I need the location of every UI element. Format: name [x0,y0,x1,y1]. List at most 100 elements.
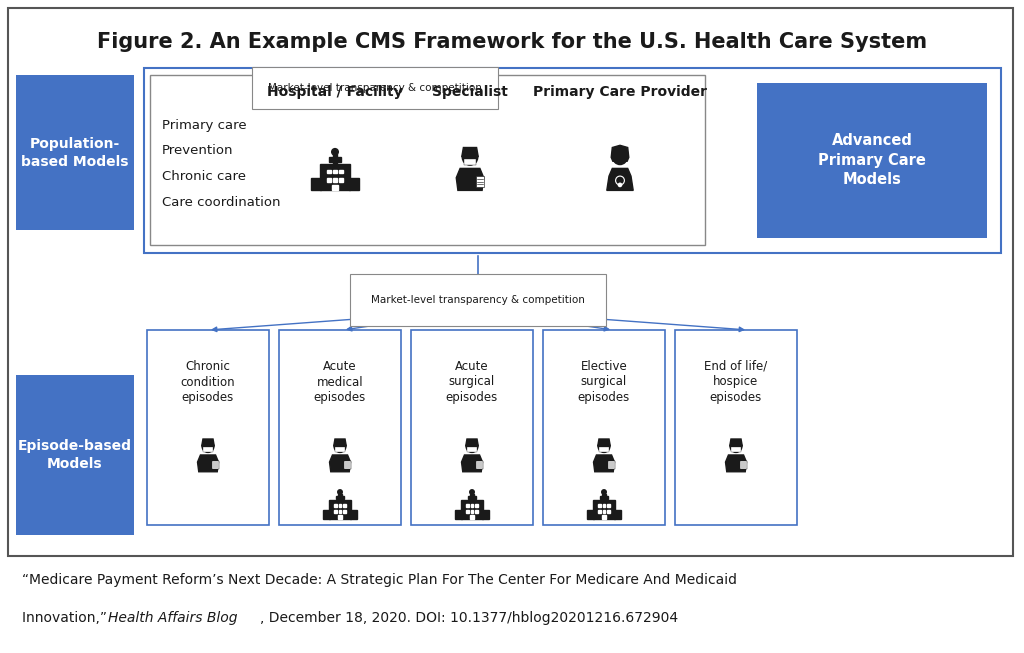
Text: Acute
medical
episodes: Acute medical episodes [314,360,367,404]
Text: Advanced
Primary Care
Models: Advanced Primary Care Models [818,133,926,187]
Text: Care coordination: Care coordination [162,197,281,210]
FancyBboxPatch shape [602,515,606,518]
FancyBboxPatch shape [602,494,605,502]
FancyBboxPatch shape [467,447,476,453]
FancyBboxPatch shape [475,504,477,507]
FancyBboxPatch shape [470,494,473,502]
FancyBboxPatch shape [598,504,601,507]
Circle shape [334,441,346,453]
FancyBboxPatch shape [343,504,345,507]
FancyBboxPatch shape [607,510,609,513]
FancyBboxPatch shape [475,510,477,513]
FancyBboxPatch shape [16,375,134,535]
Text: Elective
surgical
episodes: Elective surgical episodes [578,360,630,404]
Circle shape [612,150,627,165]
FancyBboxPatch shape [603,510,605,513]
FancyBboxPatch shape [339,170,343,173]
FancyBboxPatch shape [329,157,341,162]
FancyBboxPatch shape [607,504,609,507]
FancyBboxPatch shape [349,178,359,191]
FancyBboxPatch shape [467,510,469,513]
Polygon shape [202,439,214,446]
Circle shape [332,149,338,155]
Text: Chronic care: Chronic care [162,170,246,183]
FancyBboxPatch shape [330,500,350,518]
FancyBboxPatch shape [598,510,601,513]
Polygon shape [330,455,350,471]
Polygon shape [598,439,610,446]
FancyBboxPatch shape [731,447,740,453]
FancyBboxPatch shape [333,154,337,167]
FancyBboxPatch shape [757,83,987,238]
Text: , December 18, 2020. DOI: 10.1377/hblog20201216.672904: , December 18, 2020. DOI: 10.1377/hblog2… [260,611,678,625]
FancyBboxPatch shape [335,504,337,507]
FancyBboxPatch shape [338,515,342,518]
FancyBboxPatch shape [471,510,473,513]
FancyBboxPatch shape [332,185,338,191]
FancyBboxPatch shape [333,170,337,173]
Polygon shape [725,455,746,471]
Text: Acute
surgical
episodes: Acute surgical episodes [445,360,498,404]
Polygon shape [466,439,478,446]
FancyBboxPatch shape [336,496,344,499]
Polygon shape [594,455,614,471]
Circle shape [470,490,474,494]
FancyBboxPatch shape [204,447,213,453]
FancyBboxPatch shape [456,510,462,518]
FancyBboxPatch shape [343,510,345,513]
Circle shape [602,490,606,494]
FancyBboxPatch shape [588,510,594,518]
FancyBboxPatch shape [476,461,483,470]
FancyBboxPatch shape [470,515,474,518]
Text: Innovation,”: Innovation,” [22,611,112,625]
FancyBboxPatch shape [603,504,605,507]
Polygon shape [607,168,633,191]
FancyBboxPatch shape [339,494,342,502]
Text: Health Affairs Blog: Health Affairs Blog [108,611,238,625]
FancyBboxPatch shape [543,330,665,525]
FancyBboxPatch shape [608,461,615,470]
FancyBboxPatch shape [335,510,337,513]
Polygon shape [462,148,478,157]
Text: Chronic
condition
episodes: Chronic condition episodes [180,360,236,404]
FancyBboxPatch shape [8,8,1013,556]
FancyBboxPatch shape [344,461,351,470]
FancyBboxPatch shape [475,176,484,187]
FancyBboxPatch shape [311,178,321,191]
Polygon shape [198,455,218,471]
Text: Market-level transparency & competition: Market-level transparency & competition [268,83,482,93]
Circle shape [202,441,214,453]
FancyBboxPatch shape [144,68,1001,253]
FancyBboxPatch shape [279,330,401,525]
Text: End of life/
hospice
episodes: End of life/ hospice episodes [705,360,768,404]
FancyBboxPatch shape [482,510,488,518]
FancyBboxPatch shape [613,510,621,518]
FancyBboxPatch shape [599,447,608,453]
Text: Prevention: Prevention [162,144,233,157]
Text: Figure 2. An Example CMS Framework for the U.S. Health Care System: Figure 2. An Example CMS Framework for t… [97,32,927,52]
Polygon shape [334,439,346,446]
FancyBboxPatch shape [675,330,797,525]
FancyBboxPatch shape [147,330,269,525]
FancyBboxPatch shape [468,496,476,499]
FancyBboxPatch shape [740,461,746,470]
FancyBboxPatch shape [471,504,473,507]
FancyBboxPatch shape [467,504,469,507]
FancyBboxPatch shape [16,75,134,230]
FancyBboxPatch shape [336,447,345,453]
FancyBboxPatch shape [339,510,341,513]
Circle shape [730,441,741,453]
Text: Primary care: Primary care [162,118,247,131]
FancyBboxPatch shape [593,500,614,518]
Text: Market-level transparency & competition: Market-level transparency & competition [371,295,585,305]
FancyBboxPatch shape [324,510,330,518]
FancyBboxPatch shape [327,170,331,173]
Text: Population-
based Models: Population- based Models [22,136,129,169]
Text: Episode-based
Models: Episode-based Models [18,439,132,471]
Circle shape [466,441,478,453]
FancyBboxPatch shape [600,496,608,499]
Circle shape [618,183,622,187]
Polygon shape [611,146,629,161]
Polygon shape [462,455,482,471]
Text: Specialist: Specialist [432,85,508,99]
